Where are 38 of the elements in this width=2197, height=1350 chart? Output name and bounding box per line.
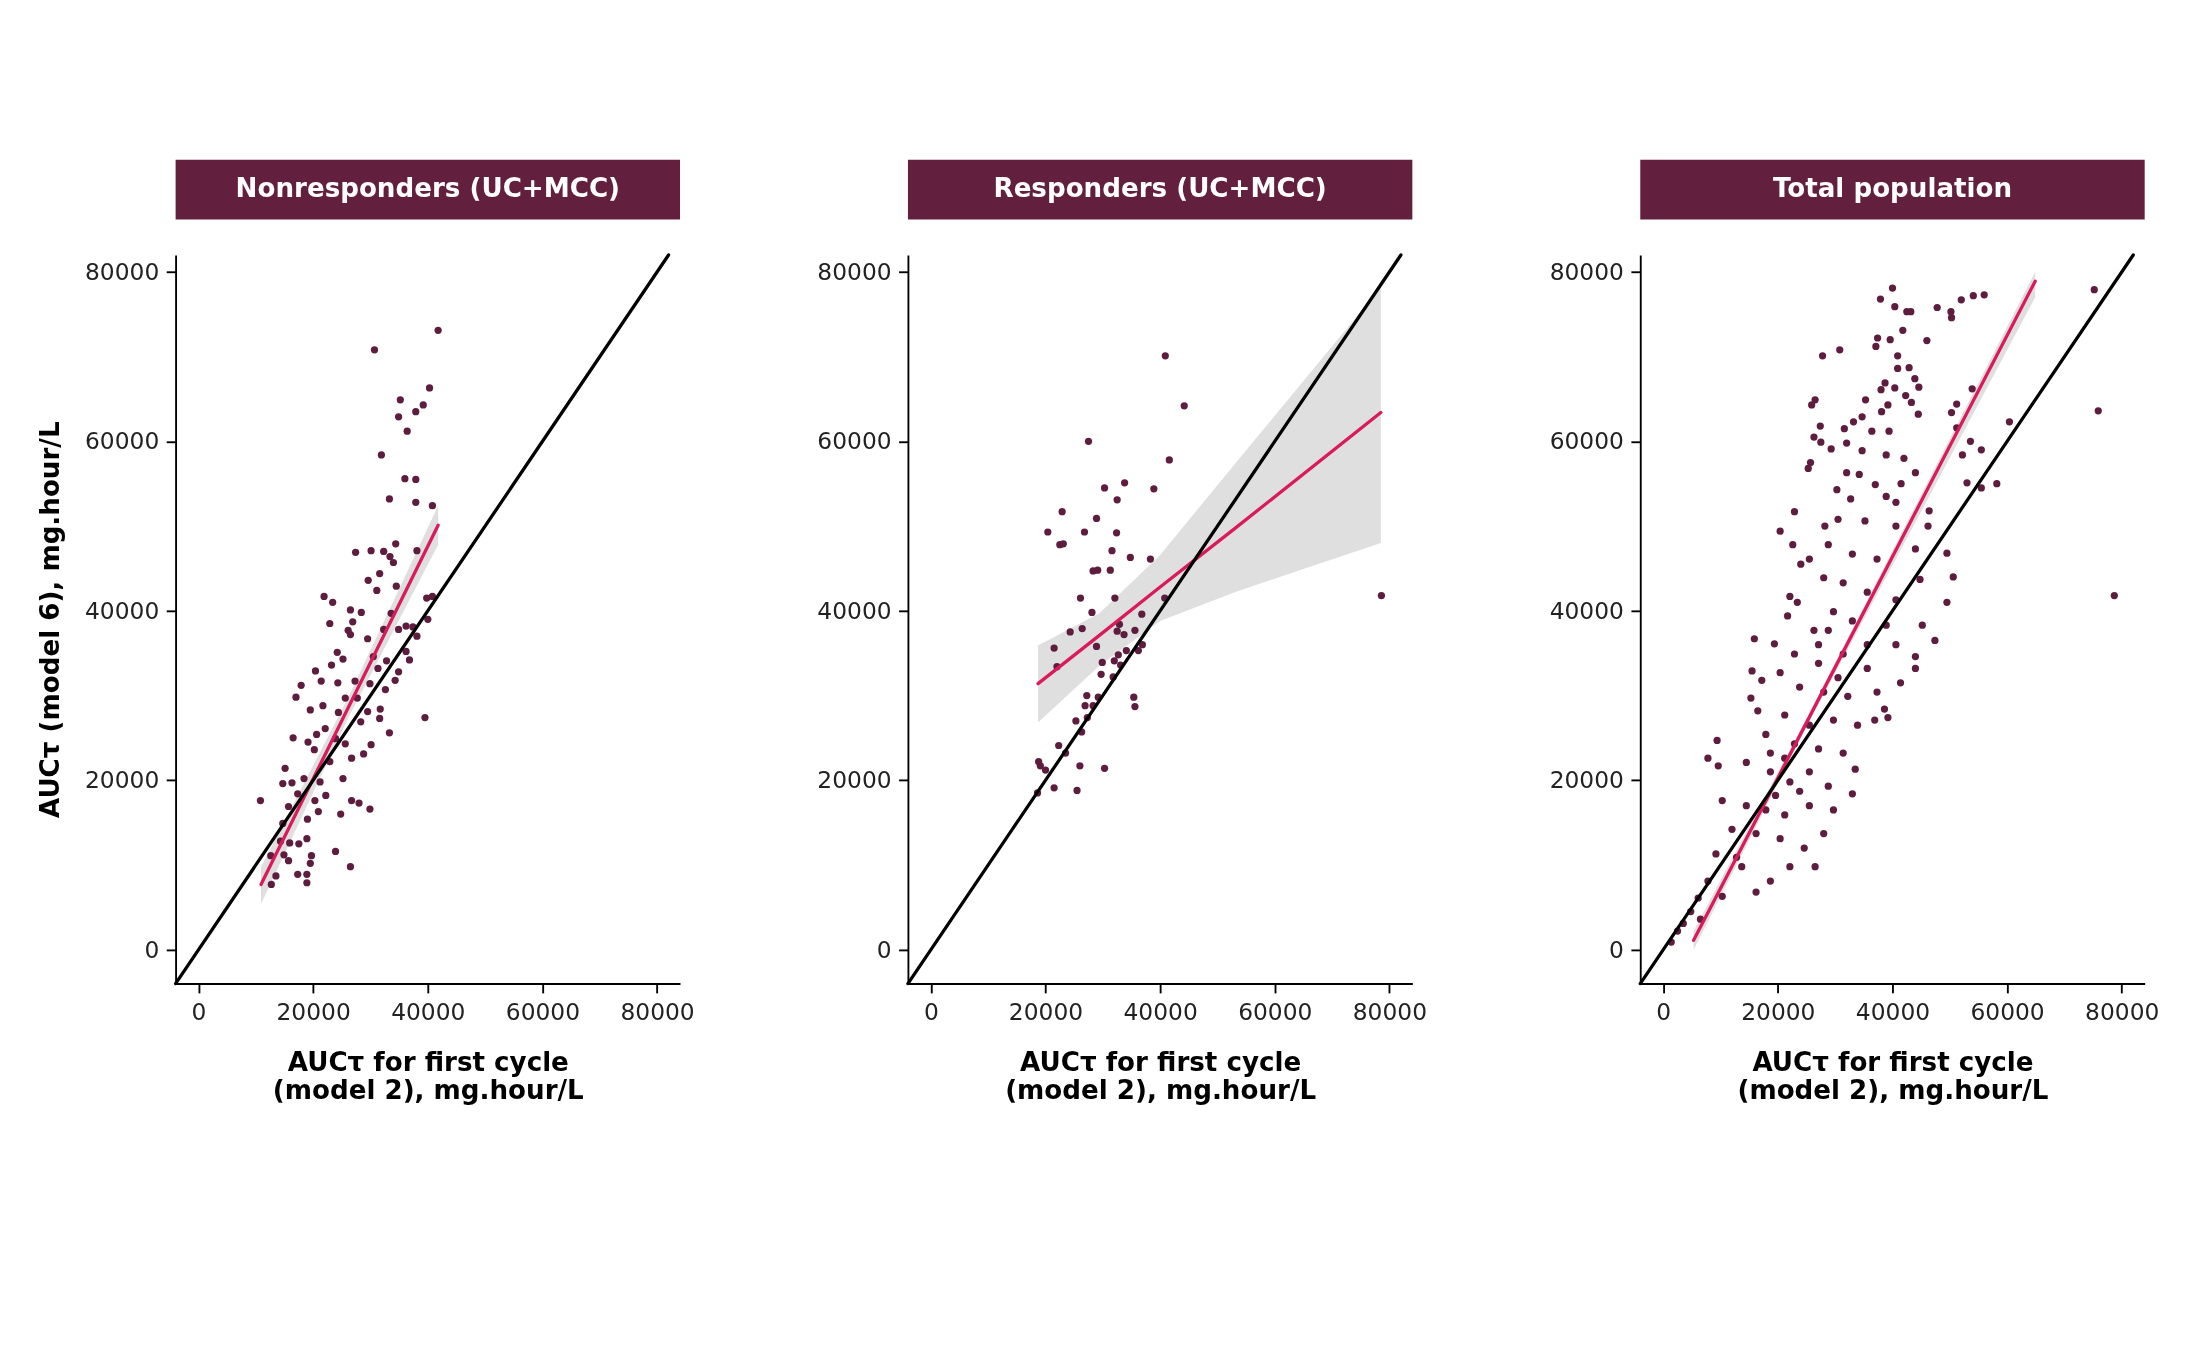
chart-title: Total population bbox=[1772, 173, 2013, 204]
y-tick-label: 40000 bbox=[817, 596, 892, 625]
x-tick-label: 20000 bbox=[1741, 997, 1816, 1026]
x-tick-label: 80000 bbox=[1352, 997, 1428, 1026]
y-tick-label: 80000 bbox=[85, 257, 160, 286]
y-tick-label: 60000 bbox=[1549, 427, 1624, 456]
x-tick-label: 0 bbox=[923, 997, 939, 1026]
x-tick-label: 60000 bbox=[1970, 997, 2045, 1026]
y-tick-label: 0 bbox=[876, 935, 892, 964]
x-tick-label: 20000 bbox=[1008, 997, 1084, 1026]
x-tick-label: 40000 bbox=[391, 997, 466, 1026]
chart-title: Nonresponders (UC+MCC) bbox=[235, 173, 621, 204]
chart-title: Responders (UC+MCC) bbox=[993, 173, 1327, 204]
x-tick-label: 40000 bbox=[1855, 997, 1931, 1026]
y-tick-label: 0 bbox=[144, 935, 160, 964]
x-tick-label: 60000 bbox=[505, 997, 581, 1026]
x-tick-label: 80000 bbox=[2085, 997, 2160, 1026]
y-tick-label: 20000 bbox=[85, 766, 160, 795]
y-tick-label: 20000 bbox=[1549, 766, 1624, 795]
line-series bbox=[1036, 410, 1383, 686]
x-tick-label: 0 bbox=[1656, 997, 1672, 1026]
x-axis-title: AUCτ for first cycle (model 2), mg.hour/L bbox=[1737, 1046, 2049, 1105]
y-tick-label: 60000 bbox=[85, 427, 160, 456]
x-tick-label: 60000 bbox=[1238, 997, 1313, 1026]
y-axis-title: AUCτ (model 6), mg.hour/L bbox=[34, 421, 65, 819]
x-axis-title: AUCτ for first cycle (model 2), mg.hour/L bbox=[272, 1046, 584, 1105]
y-tick-label: 80000 bbox=[1549, 257, 1624, 286]
y-tick-label: 40000 bbox=[1549, 596, 1624, 625]
y-tick-label: 80000 bbox=[817, 257, 892, 286]
y-tick-label: 0 bbox=[1609, 935, 1624, 964]
y-tick-label: 40000 bbox=[85, 596, 160, 625]
y-tick-label: 20000 bbox=[817, 766, 892, 795]
x-tick-label: 20000 bbox=[276, 997, 351, 1026]
x-tick-label: 40000 bbox=[1123, 997, 1198, 1026]
x-axis-title: AUCτ for first cycle (model 2), mg.hour/L bbox=[1005, 1046, 1317, 1105]
x-tick-label: 80000 bbox=[620, 997, 695, 1026]
x-tick-label: 0 bbox=[191, 997, 207, 1026]
y-tick-label: 60000 bbox=[817, 427, 892, 456]
